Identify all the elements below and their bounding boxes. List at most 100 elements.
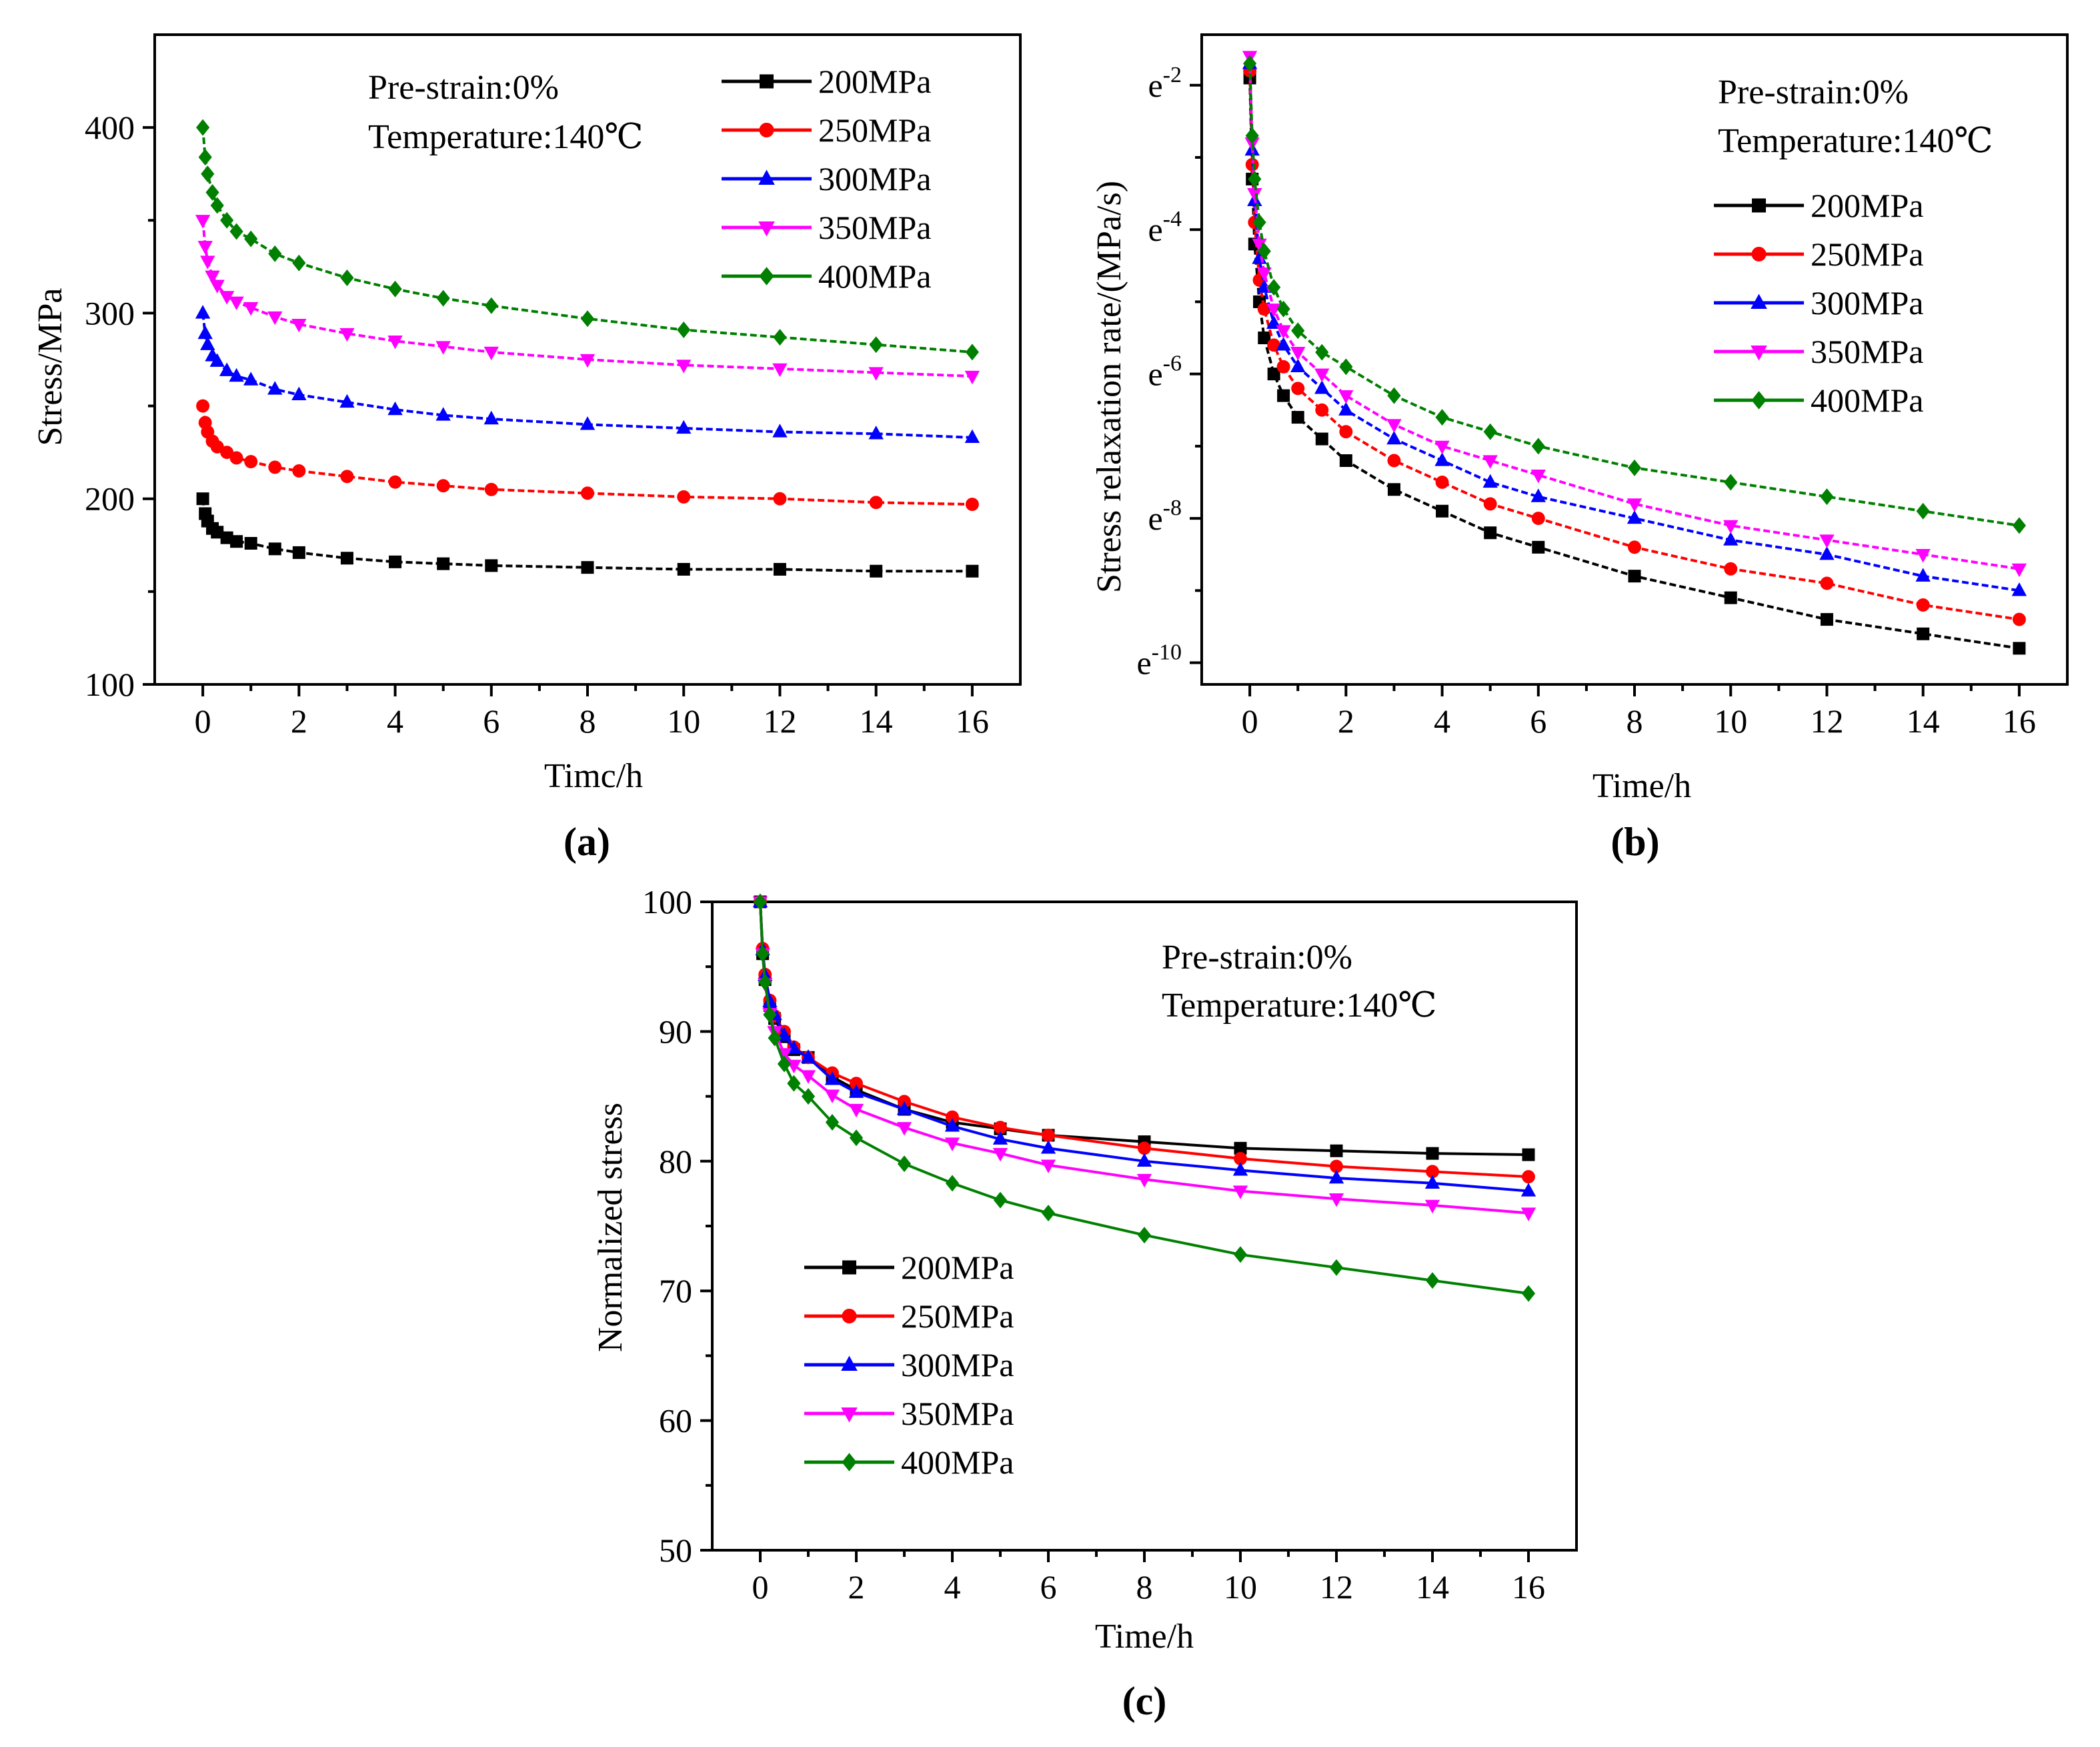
panel-b-y-tick-label: e-6 <box>1148 352 1182 393</box>
panel-a-point-250MPa <box>869 496 883 510</box>
panel-b-point-400MPa <box>1248 170 1262 187</box>
panel-c-point-400MPa <box>1521 1285 1536 1302</box>
panel-b-point-200MPa <box>1820 613 1833 626</box>
panel-a-point-200MPa <box>292 546 305 559</box>
panel-c-y-tick-label: 50 <box>659 1532 692 1569</box>
panel-b-point-400MPa <box>1315 344 1329 361</box>
panel-b-legend-label-200MPa: 200MPa <box>1811 187 1923 224</box>
panel-a-point-200MPa <box>966 564 979 578</box>
panel-c-point-300MPa <box>1232 1162 1248 1176</box>
panel-a-point-300MPa <box>195 305 211 319</box>
panel-b-point-400MPa <box>1435 409 1449 426</box>
panel-c-point-400MPa <box>787 1075 801 1092</box>
panel-b-x-tick-label: 14 <box>1907 702 1940 740</box>
panel-b-x-tick-label: 10 <box>1714 702 1747 740</box>
panel-c-legend-label-300MPa: 300MPa <box>901 1346 1014 1383</box>
panel-b-x-tick-label: 12 <box>1810 702 1843 740</box>
panel-c-point-400MPa <box>753 893 768 911</box>
panel-c-y-tick-label: 100 <box>642 883 692 921</box>
panel-b-point-350MPa <box>1256 267 1272 281</box>
panel-a-point-200MPa <box>677 562 690 576</box>
panel-a-point-300MPa <box>868 426 884 440</box>
panel-a-point-300MPa <box>483 410 499 425</box>
panel-a-point-350MPa <box>676 360 692 374</box>
panel-c-legend-marker-350MPa <box>841 1407 858 1423</box>
panel-b-point-300MPa <box>1915 568 1931 582</box>
panel-a-point-250MPa <box>581 486 594 500</box>
panel-c-point-350MPa <box>800 1070 816 1084</box>
panel-b-legend-label-250MPa: 250MPa <box>1811 235 1923 273</box>
panel-b-point-400MPa <box>1257 243 1271 260</box>
panel-a-point-350MPa <box>580 354 596 368</box>
panel-a-legend-marker-400MPa <box>759 267 774 285</box>
panel-c-point-400MPa <box>777 1055 792 1073</box>
panel-a-x-tick-label: 12 <box>763 702 796 740</box>
panel-a-point-250MPa <box>340 470 354 484</box>
panel-c-x-tick-label: 0 <box>752 1568 769 1606</box>
panel-a-point-350MPa <box>868 367 884 381</box>
panel-c-point-250MPa <box>1042 1128 1055 1142</box>
panel-a-point-200MPa <box>485 559 498 572</box>
panel-c-y-tick-label: 60 <box>659 1402 692 1439</box>
panel-b-point-200MPa <box>1436 504 1449 518</box>
panel-a-point-350MPa <box>267 311 283 326</box>
panel-b-point-400MPa <box>1627 459 1642 476</box>
panel-a-point-200MPa <box>389 555 402 568</box>
panel-a-point-250MPa <box>268 460 282 474</box>
panel-c-point-400MPa <box>756 945 770 963</box>
panel-b-point-300MPa <box>1386 430 1402 445</box>
panel-a-point-200MPa <box>870 564 883 578</box>
panel-c-point-350MPa <box>944 1137 960 1151</box>
panel-c-point-300MPa <box>824 1071 840 1085</box>
panel-c-point-350MPa <box>896 1122 912 1136</box>
panel-c-x-tick-label: 2 <box>848 1568 865 1606</box>
panel-a-legend-marker-200MPa <box>760 74 774 89</box>
panel-b-point-300MPa <box>1314 380 1330 394</box>
panel-b-point-300MPa <box>1627 510 1643 524</box>
panel-b-point-350MPa <box>2011 563 2027 578</box>
panel-c-y-tick-label: 90 <box>659 1013 692 1050</box>
panel-a-legend-marker-300MPa <box>758 169 775 185</box>
panel-a-point-400MPa <box>198 149 212 166</box>
panel-a-point-300MPa <box>229 368 244 382</box>
panel-c-x-tick-label: 4 <box>944 1568 961 1606</box>
panel-c-x-axis-label: Time/h <box>1095 1618 1194 1656</box>
panel-c-point-200MPa <box>1522 1148 1535 1161</box>
panel-a-note-prestrain: Pre-strain:0% <box>368 69 559 107</box>
panel-a-point-350MPa <box>291 318 307 333</box>
panel-b-point-400MPa <box>2012 517 2026 534</box>
panel-c-point-400MPa <box>825 1113 840 1131</box>
panel-b-point-300MPa <box>1434 452 1450 466</box>
panel-a-y-tick-label: 100 <box>85 666 135 703</box>
panel-c-x-tick-label: 14 <box>1416 1568 1449 1606</box>
panel-a-point-300MPa <box>580 416 596 430</box>
panel-c-point-300MPa <box>1328 1169 1344 1184</box>
panel-c-point-300MPa <box>1136 1153 1152 1167</box>
panel-b-point-350MPa <box>1482 455 1498 469</box>
panel-b-point-350MPa <box>1386 419 1402 433</box>
panel-b-point-200MPa <box>1724 591 1737 604</box>
panel-b-x-tick-label: 4 <box>1434 702 1450 740</box>
panel-a-point-350MPa <box>205 270 220 285</box>
panel-c-point-400MPa <box>768 1029 782 1047</box>
panel-a-point-400MPa <box>244 230 258 247</box>
panel-a-point-300MPa <box>243 372 259 386</box>
panel-c-point-200MPa <box>1426 1147 1439 1160</box>
panel-b-point-200MPa <box>1267 368 1280 381</box>
panel-a-x-tick-label: 14 <box>860 702 893 740</box>
panel-a-point-350MPa <box>483 346 499 361</box>
panel-a-x-tick-label: 10 <box>667 702 700 740</box>
panel-c-point-250MPa <box>1522 1170 1535 1184</box>
panel-b-point-250MPa <box>2012 612 2026 626</box>
panel-c-legend-label-200MPa: 200MPa <box>901 1249 1014 1286</box>
panel-a-point-350MPa <box>195 215 211 229</box>
panel-a-series-line-200MPa <box>201 498 972 573</box>
panel-a-point-250MPa <box>484 482 498 496</box>
panel-a-point-400MPa <box>869 336 883 354</box>
panel-b-point-200MPa <box>1917 627 1930 640</box>
panel-a-y-tick-label: 300 <box>85 294 135 332</box>
panel-b-point-250MPa <box>1291 382 1305 396</box>
panel-b-point-200MPa <box>1387 483 1400 496</box>
panel-b-point-400MPa <box>1916 502 1930 520</box>
panel-a-point-300MPa <box>197 325 213 340</box>
